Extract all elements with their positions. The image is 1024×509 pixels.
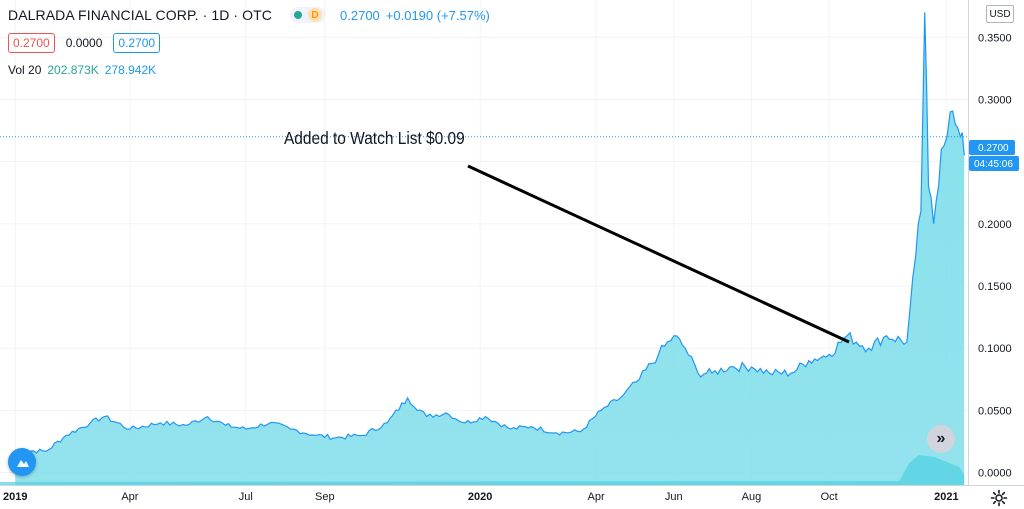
settings-gear-icon[interactable] — [990, 489, 1008, 507]
price-tick-label: 0.1500 — [978, 281, 1012, 293]
time-axis[interactable]: 2019 Apr Jul Sep 2020 Apr Jun Aug Oct 2021 — [3, 491, 959, 503]
volume-value: 202.873K — [47, 63, 99, 77]
price-change: +0.0190 (+7.57%) — [385, 7, 490, 23]
spread-value: 0.0000 — [65, 36, 103, 50]
price-tick-label: 0.2000 — [978, 219, 1012, 231]
market-open-icon — [294, 11, 303, 19]
volume-legend: Vol 20 202.873K 278.942K — [8, 63, 156, 77]
volume-area — [0, 455, 965, 485]
watchlist-annotation: Added to Watch List $0.09 — [284, 128, 465, 148]
bid-price[interactable]: 0.2700 — [8, 33, 55, 53]
last-price: 0.2700 — [340, 7, 380, 23]
price-area — [15, 12, 965, 486]
time-tick-label: Apr — [121, 491, 138, 503]
time-tick-label: 2019 — [3, 491, 27, 503]
time-tick-label: Apr — [588, 491, 605, 503]
symbol-legend: DALRADA FINANCIAL CORP. · 1D · OTC D 0.2… — [8, 7, 490, 23]
delayed-data-icon: D — [308, 8, 323, 22]
price-tick-label: 0.1000 — [978, 343, 1012, 355]
price-scale[interactable]: 0.35000.30000.25000.20000.15000.10000.05… — [978, 32, 1012, 479]
price-tick-label: 0.0000 — [978, 468, 1012, 480]
countdown-tag-label: 04:45:06 — [974, 159, 1013, 170]
time-tick-label: 2021 — [934, 491, 958, 503]
double-chevron-right-icon: » — [936, 430, 946, 447]
price-tick-label: 0.3000 — [978, 94, 1012, 106]
price-tick-label: 0.0500 — [978, 405, 1012, 417]
time-tick-label: Jul — [239, 491, 253, 503]
volume-ma-value: 278.942K — [104, 63, 157, 77]
time-tick-label: Aug — [742, 491, 762, 503]
bid-ask-row: 0.2700 0.0000 0.2700 — [8, 33, 166, 53]
volume-fill — [0, 455, 965, 485]
symbol-title[interactable]: DALRADA FINANCIAL CORP. · 1D · OTC — [8, 7, 273, 23]
market-status[interactable]: D — [290, 7, 327, 23]
countdown-tag: 04:45:06 — [969, 156, 1019, 171]
currency-button[interactable]: USD — [986, 5, 1014, 23]
last-price-tag-label: 0.2700 — [978, 143, 1009, 154]
price-tick-label: 0.3500 — [978, 32, 1012, 44]
scroll-to-realtime-button[interactable]: » — [927, 425, 955, 453]
ask-price[interactable]: 0.2700 — [113, 33, 161, 53]
time-tick-label: Jun — [665, 491, 683, 503]
time-tick-label: Oct — [821, 491, 838, 503]
cloud-logo-icon — [17, 460, 29, 467]
price-series-line — [15, 12, 965, 454]
time-tick-label: 2020 — [468, 491, 492, 503]
volume-indicator-label[interactable]: Vol 20 — [8, 63, 42, 77]
price-area-fill — [15, 12, 965, 486]
watchlist-arrow-line — [467, 164, 850, 344]
time-tick-label: Sep — [315, 491, 335, 503]
tradingview-logo-button[interactable] — [8, 448, 36, 476]
last-price-tag: 0.2700 — [969, 140, 1015, 155]
